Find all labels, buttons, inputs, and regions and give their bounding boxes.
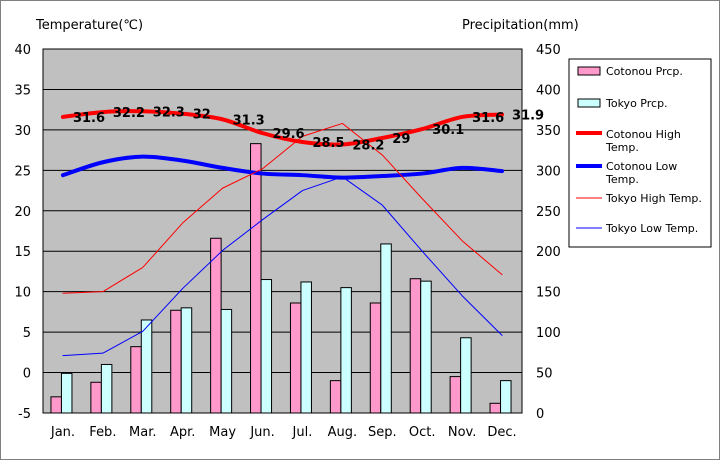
left-tick-label: -5 (18, 407, 31, 422)
left-tick-label: 15 (14, 245, 31, 260)
bar-tokyo-prcp (60, 372, 73, 414)
left-tick-label: 40 (14, 43, 31, 58)
right-tick-label: 400 (536, 83, 561, 98)
left-tick-label: 5 (23, 326, 31, 341)
line-tokyo-high-temp (62, 122, 503, 294)
legend-label-tokyo-high: Tokyo High Temp. (605, 192, 702, 205)
legend-box (568, 58, 712, 248)
left-axis-title: Temperature(℃) (35, 18, 143, 33)
bar-tokyo-prcp (100, 363, 113, 414)
legend-swatch-tokyo-prcp (577, 98, 601, 108)
bar-tokyo-prcp (460, 337, 472, 414)
legend-label-cotonou-prcp: Cotonou Prcp. (606, 65, 683, 78)
plot-border (42, 48, 523, 414)
bar-tokyo-prcp (220, 308, 233, 414)
right-tick-label: 250 (536, 205, 561, 220)
data-labels: 31.6 32.2 32.3 32 31.3 29.6 28.5 28.2 29 30.1 31.6… (73, 105, 544, 153)
legend-label-cotonou-high: Cotonou High Temp. (605, 128, 681, 154)
x-tick-label: Aug. (328, 425, 358, 440)
data-label-cotonou-high: 32.2 (113, 106, 145, 121)
bar-tokyo-prcp (180, 307, 193, 414)
right-tick-label: 300 (536, 164, 561, 179)
legend-label-tokyo-low: Tokyo Low Temp. (605, 222, 698, 235)
bar-cotonou-prcp (250, 143, 262, 414)
bars (50, 143, 512, 414)
data-label-cotonou-high: 28.5 (312, 136, 344, 151)
data-label-cotonou-high: 31.6 (73, 111, 105, 126)
legend: Cotonou Prcp. Tokyo Prcp. Cotonou High Te… (568, 58, 712, 248)
right-tick-label: 100 (536, 326, 561, 341)
bar-tokyo-prcp (420, 280, 432, 414)
right-tick-label: 350 (536, 124, 561, 139)
axes: -505101520253035400501001502002503003504… (14, 43, 560, 440)
data-label-cotonou-high: 32 (193, 108, 211, 123)
bar-cotonou-prcp (130, 346, 142, 414)
x-tick-label: Jun. (249, 425, 274, 440)
x-tick-label: May (209, 425, 236, 440)
bar-cotonou-prcp (289, 302, 302, 414)
left-tick-label: 20 (14, 205, 31, 220)
line-tokyo-low-temp (62, 176, 503, 357)
plot-background (43, 49, 522, 413)
bar-cotonou-prcp (409, 278, 422, 414)
data-label-cotonou-high: 31.6 (472, 111, 504, 126)
right-tick-label: 450 (536, 43, 561, 58)
x-tick-label: Apr. (170, 425, 195, 440)
bar-cotonou-prcp (50, 396, 62, 414)
bar-cotonou-prcp (329, 380, 342, 414)
x-tick-label: Dec. (487, 425, 516, 440)
lines (60, 109, 505, 357)
line-cotonou-high-temp (60, 109, 505, 147)
bar-cotonou-prcp (369, 302, 382, 414)
bar-tokyo-prcp (300, 281, 312, 414)
plot-area-layer (43, 49, 522, 413)
left-tick-label: 35 (14, 83, 31, 98)
bar-cotonou-prcp (449, 376, 462, 414)
data-label-cotonou-high: 31.3 (233, 113, 265, 128)
line-cotonou-low-temp (60, 154, 505, 180)
right-axis-title: Precipitation(mm) (462, 18, 579, 33)
left-tick-label: 10 (14, 286, 31, 301)
right-tick-label: 150 (536, 286, 561, 301)
x-tick-label: Feb. (89, 425, 116, 440)
legend-label-tokyo-prcp: Tokyo Prcp. (605, 97, 668, 110)
bar-cotonou-prcp (90, 381, 102, 414)
left-tick-label: 30 (14, 124, 31, 139)
left-tick-label: 25 (14, 164, 31, 179)
x-tick-label: Jul. (292, 425, 313, 440)
bar-tokyo-prcp (500, 380, 512, 414)
bar-tokyo-prcp (140, 319, 153, 414)
data-label-cotonou-high: 29 (392, 132, 410, 147)
bar-cotonou-prcp (210, 237, 222, 414)
data-label-cotonou-high: 31.9 (512, 109, 544, 124)
data-label-cotonou-high: 28.2 (352, 138, 384, 153)
x-tick-label: Jan. (50, 425, 75, 440)
x-tick-label: Oct. (409, 425, 436, 440)
right-tick-label: 0 (536, 407, 544, 422)
bar-cotonou-prcp (170, 309, 182, 414)
x-tick-label: Sep. (368, 425, 397, 440)
bar-cotonou-prcp (489, 402, 502, 414)
x-tick-label: Nov. (448, 425, 477, 440)
left-tick-label: 0 (23, 367, 31, 382)
legend-swatch-cotonou-prcp (577, 66, 601, 76)
right-tick-label: 50 (536, 367, 553, 382)
data-label-cotonou-high: 29.6 (273, 127, 305, 142)
data-label-cotonou-high: 32.3 (153, 105, 185, 120)
bar-tokyo-prcp (380, 243, 392, 414)
right-tick-label: 200 (536, 245, 561, 260)
bar-tokyo-prcp (340, 287, 352, 414)
x-tick-label: Mar. (129, 425, 156, 440)
data-label-cotonou-high: 30.1 (432, 123, 464, 138)
legend-label-cotonou-low: Cotonou Low Temp. (605, 160, 677, 186)
bar-tokyo-prcp (260, 279, 273, 414)
